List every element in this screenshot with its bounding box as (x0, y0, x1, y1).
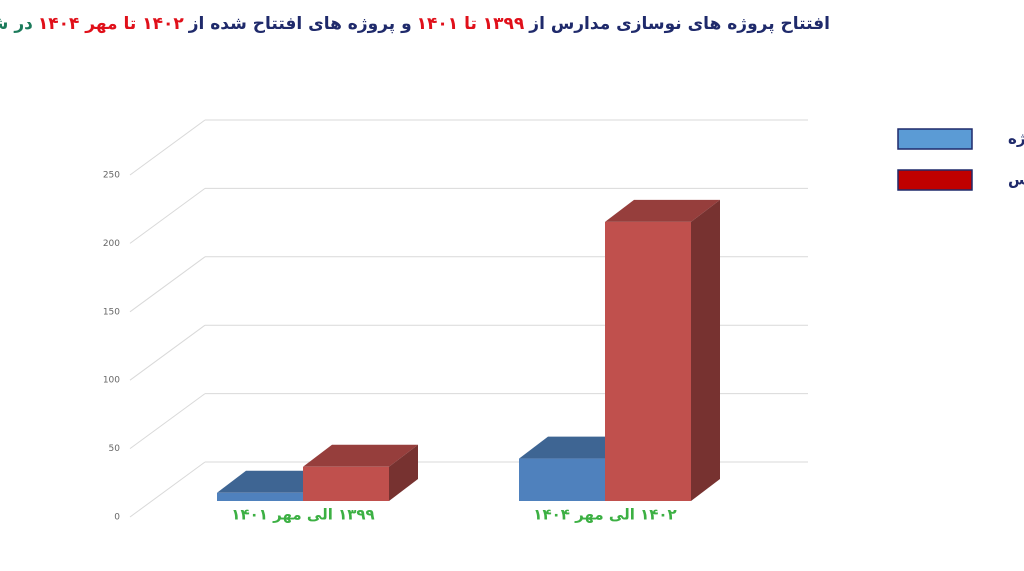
legend-label: پروژه (1008, 130, 1024, 149)
bar (519, 458, 605, 501)
bar-side (691, 199, 720, 502)
title-part: ۱۳۹۹ تا ۱۴۰۱ (416, 14, 525, 34)
y-tick-label: 200 (103, 239, 120, 249)
grid-line (129, 119, 206, 176)
bar-top (303, 444, 418, 467)
bar (605, 221, 691, 502)
title-part: در شهر بندرعباس (0, 14, 33, 34)
y-tick-label: 150 (103, 307, 120, 317)
title-part: ۱۴۰۲ تا مهر ۱۴۰۴ (37, 14, 184, 34)
legend-swatch (897, 128, 973, 150)
grid-line (129, 187, 206, 244)
title-part: و پروژه های افتتاح شده از (188, 14, 412, 34)
bar (303, 466, 389, 501)
y-tick-label: 250 (103, 171, 120, 181)
bar-top (605, 199, 720, 222)
x-tick-label: ۱۴۰۲ الی مهر ۱۴۰۴ (533, 506, 676, 524)
legend-label: کلاس (1008, 171, 1024, 189)
y-tick-label: 50 (109, 444, 121, 454)
x-tick-label: ۱۳۹۹ الی مهر ۱۴۰۱ (231, 506, 374, 524)
y-tick-label: 100 (103, 376, 120, 386)
grid-line (129, 393, 206, 450)
bar (217, 492, 303, 501)
title-part: افتتاح پروژه های نوسازی مدارس از (529, 14, 830, 34)
grid-line (129, 324, 206, 381)
grid-line (129, 461, 206, 518)
y-tick-label: 0 (114, 513, 120, 523)
chart-title: افتتاح پروژه های نوسازی مدارس از۱۳۹۹ تا … (0, 14, 830, 34)
grid-line (129, 256, 206, 313)
legend-swatch (897, 169, 973, 191)
bar-side (389, 444, 418, 501)
